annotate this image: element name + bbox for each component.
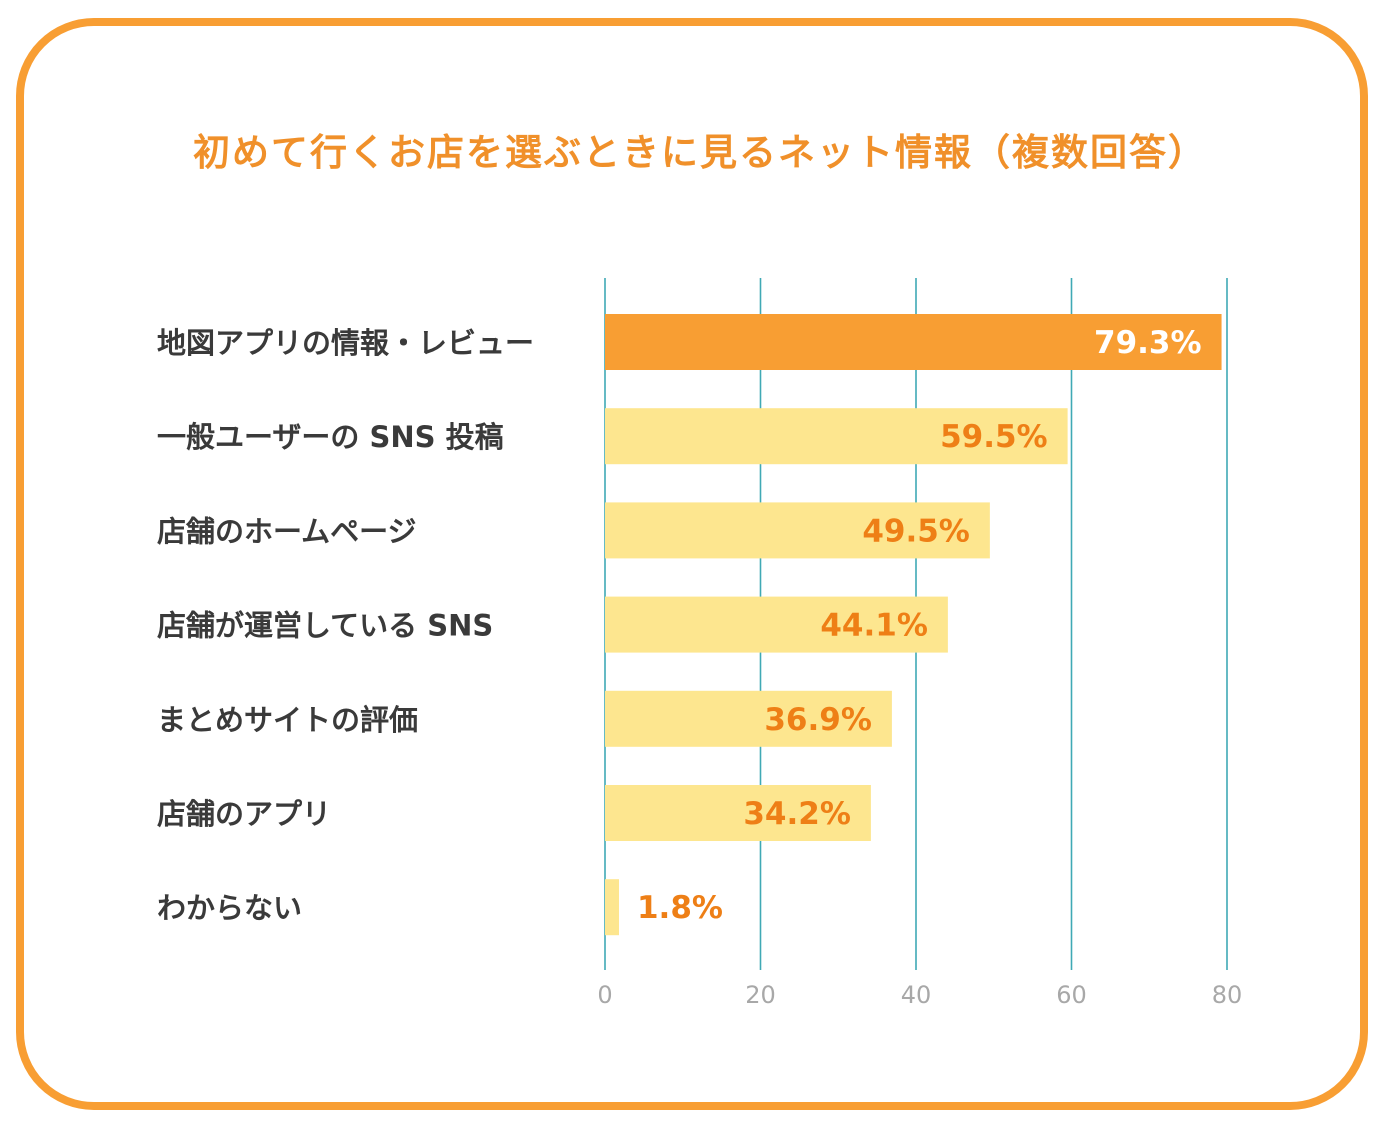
x-tick-label-20: 20 [745,981,776,1009]
x-axis-tick-labels: 0 20 40 60 80 [597,981,1242,1009]
category-label-4: 店舗が運営している SNS [157,609,493,643]
x-tick-label-60: 60 [1056,981,1087,1009]
value-label-6: 34.2% [743,796,851,832]
x-tick-label-0: 0 [597,981,612,1009]
value-label-3: 49.5% [862,513,970,549]
value-labels: 79.3% 59.5% 49.5% 44.1% 36.9% 34.2% 1.8% [637,325,1202,926]
value-label-4: 44.1% [820,608,928,644]
value-label-5: 36.9% [764,702,872,738]
category-label-3: 店舗のホームページ [157,514,417,548]
chart-card-frame [16,18,1368,1110]
bar-2 [605,408,1068,465]
bar-4 [605,596,948,653]
bars [605,314,1222,936]
category-label-7: わからない [157,891,302,925]
x-tick-label-80: 80 [1212,981,1243,1009]
chart-title: 初めて行くお店を選ぶときに見るネット情報（複数回答） [193,131,1207,174]
value-label-2: 59.5% [940,419,1048,455]
category-label-2: 一般ユーザーの SNS 投稿 [157,420,504,454]
category-label-1: 地図アプリの情報・レビュー [157,326,534,360]
value-label-1: 79.3% [1094,325,1202,361]
category-label-6: 店舗のアプリ [157,797,331,831]
bar-6 [605,785,871,841]
bar-3 [605,502,990,559]
bar-1 [605,314,1222,370]
category-label-5: まとめサイトの評価 [157,703,418,737]
value-label-7: 1.8% [637,890,723,926]
x-tick-label-40: 40 [901,981,932,1009]
bar-5 [605,690,892,747]
bar-7 [605,879,619,936]
